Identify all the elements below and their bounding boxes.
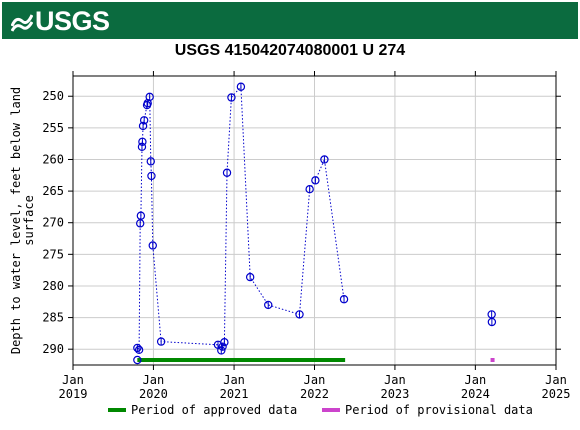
x-tick-year-label: 2023 <box>380 387 409 401</box>
data-point <box>220 338 229 347</box>
x-tick-month-label: Jan <box>384 373 406 387</box>
data-point <box>245 272 255 282</box>
y-axis-label: Depth to water level, feet below landsur… <box>9 87 36 354</box>
data-point <box>311 176 320 185</box>
y-tick-label: 270 <box>42 216 64 230</box>
data-point <box>295 310 304 319</box>
legend-item: Period of provisional data <box>322 403 533 417</box>
y-tick-label: 260 <box>42 152 64 166</box>
legend-label: Period of approved data <box>131 403 297 417</box>
x-tick-year-label: 2019 <box>59 387 88 401</box>
x-tick-year-label: 2025 <box>542 387 571 401</box>
legend-swatch <box>108 408 126 412</box>
x-tick-year-label: 2020 <box>139 387 168 401</box>
data-point <box>222 168 232 177</box>
y-tick-label: 275 <box>42 247 64 261</box>
provisional-period-bar <box>490 358 495 362</box>
usgs-logo-text: USGS <box>35 5 110 36</box>
y-axis-label-line: Depth to water level, feet below land <box>9 87 23 354</box>
usgs-header-bar: USGS <box>2 2 578 39</box>
period-start-marker <box>133 355 142 365</box>
data-point <box>264 300 273 310</box>
data-point <box>148 241 157 250</box>
data-point <box>227 93 236 102</box>
x-tick-year-label: 2022 <box>300 387 329 401</box>
y-tick-label: 255 <box>42 121 64 135</box>
y-tick-label: 285 <box>42 311 64 325</box>
data-point <box>156 337 166 346</box>
data-point <box>236 82 246 91</box>
data-point <box>305 184 314 194</box>
x-tick-month-label: Jan <box>545 373 567 387</box>
legend-item: Period of approved data <box>108 403 297 417</box>
period-start-marker-circle <box>133 355 142 365</box>
y-tick-label: 265 <box>42 184 64 198</box>
data-point <box>136 211 146 220</box>
x-tick-month-label: Jan <box>143 373 165 387</box>
usgs-logo[interactable]: USGS <box>11 5 110 36</box>
data-point <box>139 116 149 125</box>
data-point <box>487 317 497 327</box>
chart-title: USGS 415042074080001 U 274 <box>174 42 406 59</box>
x-tick-month-label: Jan <box>304 373 326 387</box>
data-point <box>134 345 144 355</box>
y-tick-label: 250 <box>42 89 64 103</box>
legend-label: Period of provisional data <box>345 403 533 417</box>
y-axis-label-line: surface <box>22 195 36 246</box>
data-point <box>218 342 227 351</box>
approved-period-bar <box>137 358 346 362</box>
data-point <box>320 155 329 164</box>
data-point <box>133 343 142 353</box>
y-tick-label: 290 <box>42 342 64 356</box>
legend-swatch <box>322 408 340 412</box>
data-point <box>339 295 349 304</box>
x-tick-month-label: Jan <box>223 373 245 387</box>
usgs-wave-icon <box>11 14 33 32</box>
y-tick-label: 280 <box>42 279 64 293</box>
data-point <box>145 92 154 102</box>
data-point <box>138 137 147 146</box>
x-tick-month-label: Jan <box>465 373 487 387</box>
data-point <box>146 157 155 166</box>
x-tick-month-label: Jan <box>62 373 84 387</box>
data-point <box>147 171 156 181</box>
x-tick-year-label: 2021 <box>220 387 249 401</box>
x-tick-year-label: 2024 <box>461 387 490 401</box>
